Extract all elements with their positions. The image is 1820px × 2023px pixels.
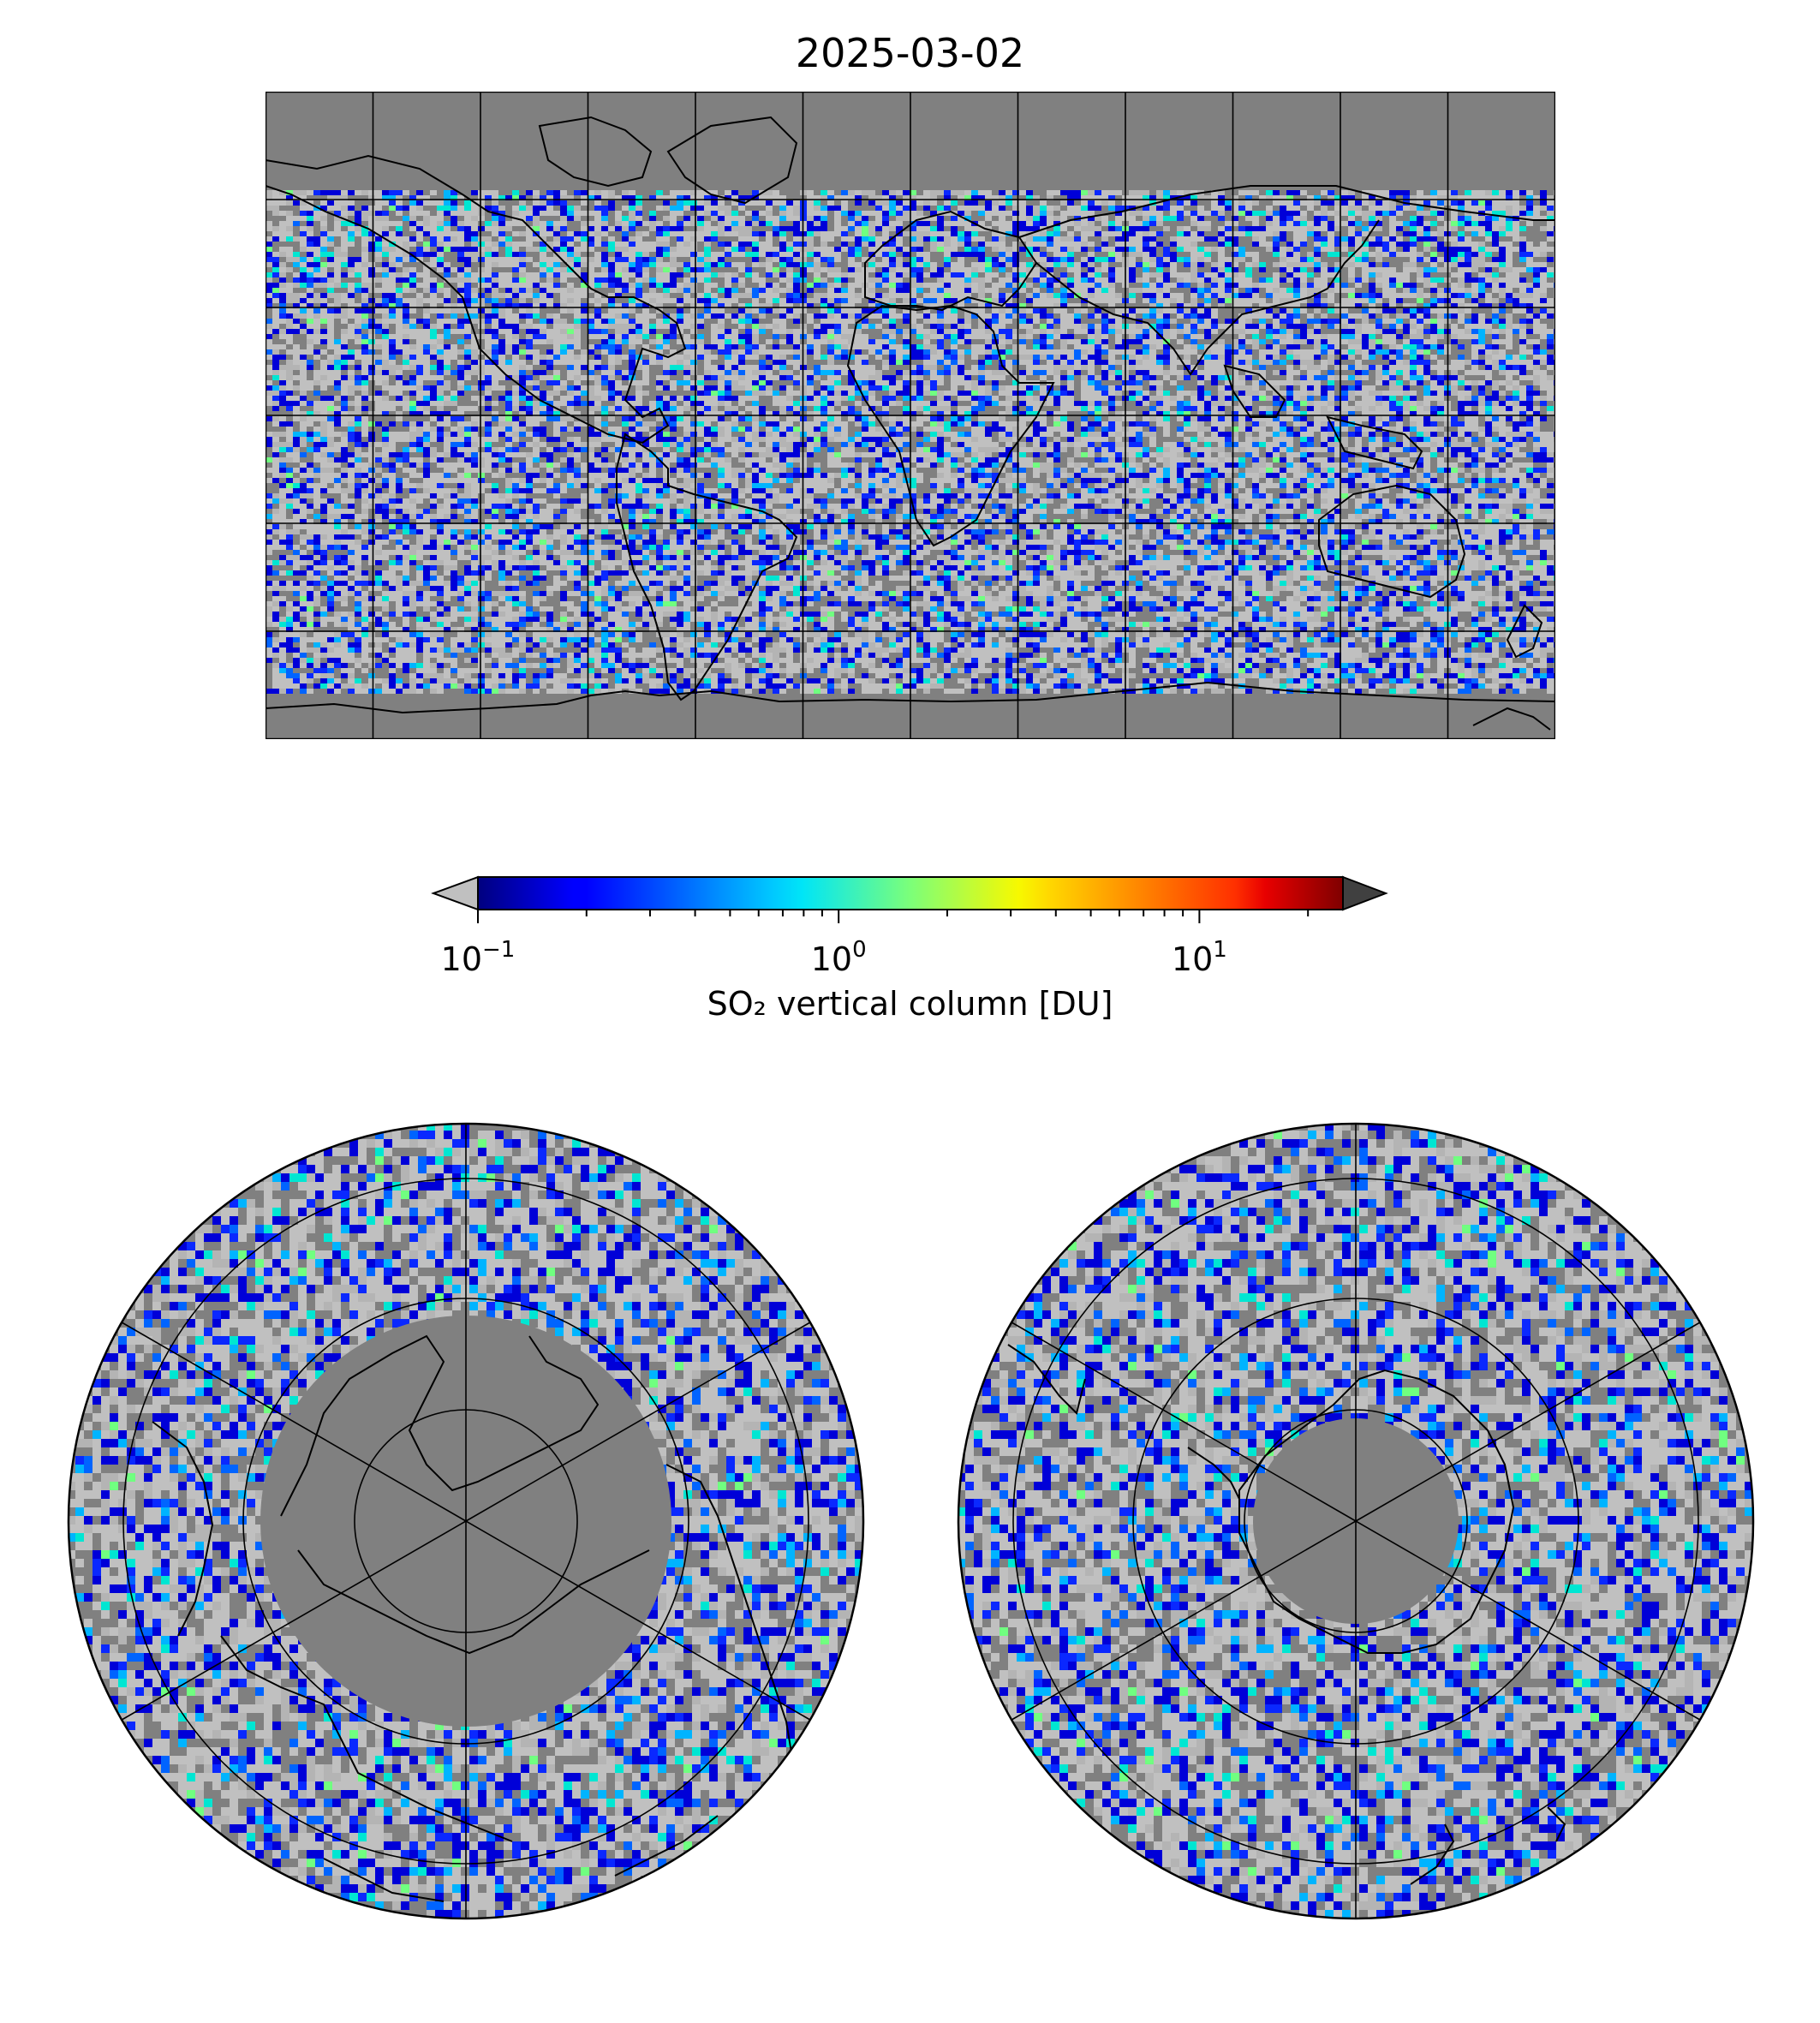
so2-pixel-field bbox=[958, 1124, 1753, 1919]
colorbar-gradient bbox=[477, 876, 1344, 910]
gridlines bbox=[1011, 1124, 1701, 1919]
map-title: 2025-03-02 bbox=[0, 29, 1820, 77]
coastline bbox=[1007, 1344, 1566, 1885]
colorbar-ticks bbox=[477, 910, 1310, 923]
colorbar-tick-label: 101 bbox=[1172, 939, 1227, 978]
map-frame bbox=[957, 1122, 1755, 1920]
colorbar bbox=[431, 875, 1388, 923]
map-frame bbox=[67, 1122, 865, 1920]
colorbar-under-extension bbox=[431, 875, 479, 911]
south-polar-map bbox=[957, 1122, 1755, 1920]
gridlines bbox=[121, 1124, 811, 1919]
gridlines bbox=[266, 92, 1555, 739]
colorbar-label: SO₂ vertical column [DU] bbox=[0, 985, 1820, 1023]
coastline bbox=[152, 1334, 796, 1902]
colorbar-tick-label: 100 bbox=[811, 939, 867, 978]
global-map bbox=[266, 92, 1555, 739]
colorbar-over-extension bbox=[1342, 875, 1388, 911]
north-polar-map bbox=[67, 1122, 865, 1920]
colorbar-tick-label: 10−1 bbox=[441, 939, 516, 978]
